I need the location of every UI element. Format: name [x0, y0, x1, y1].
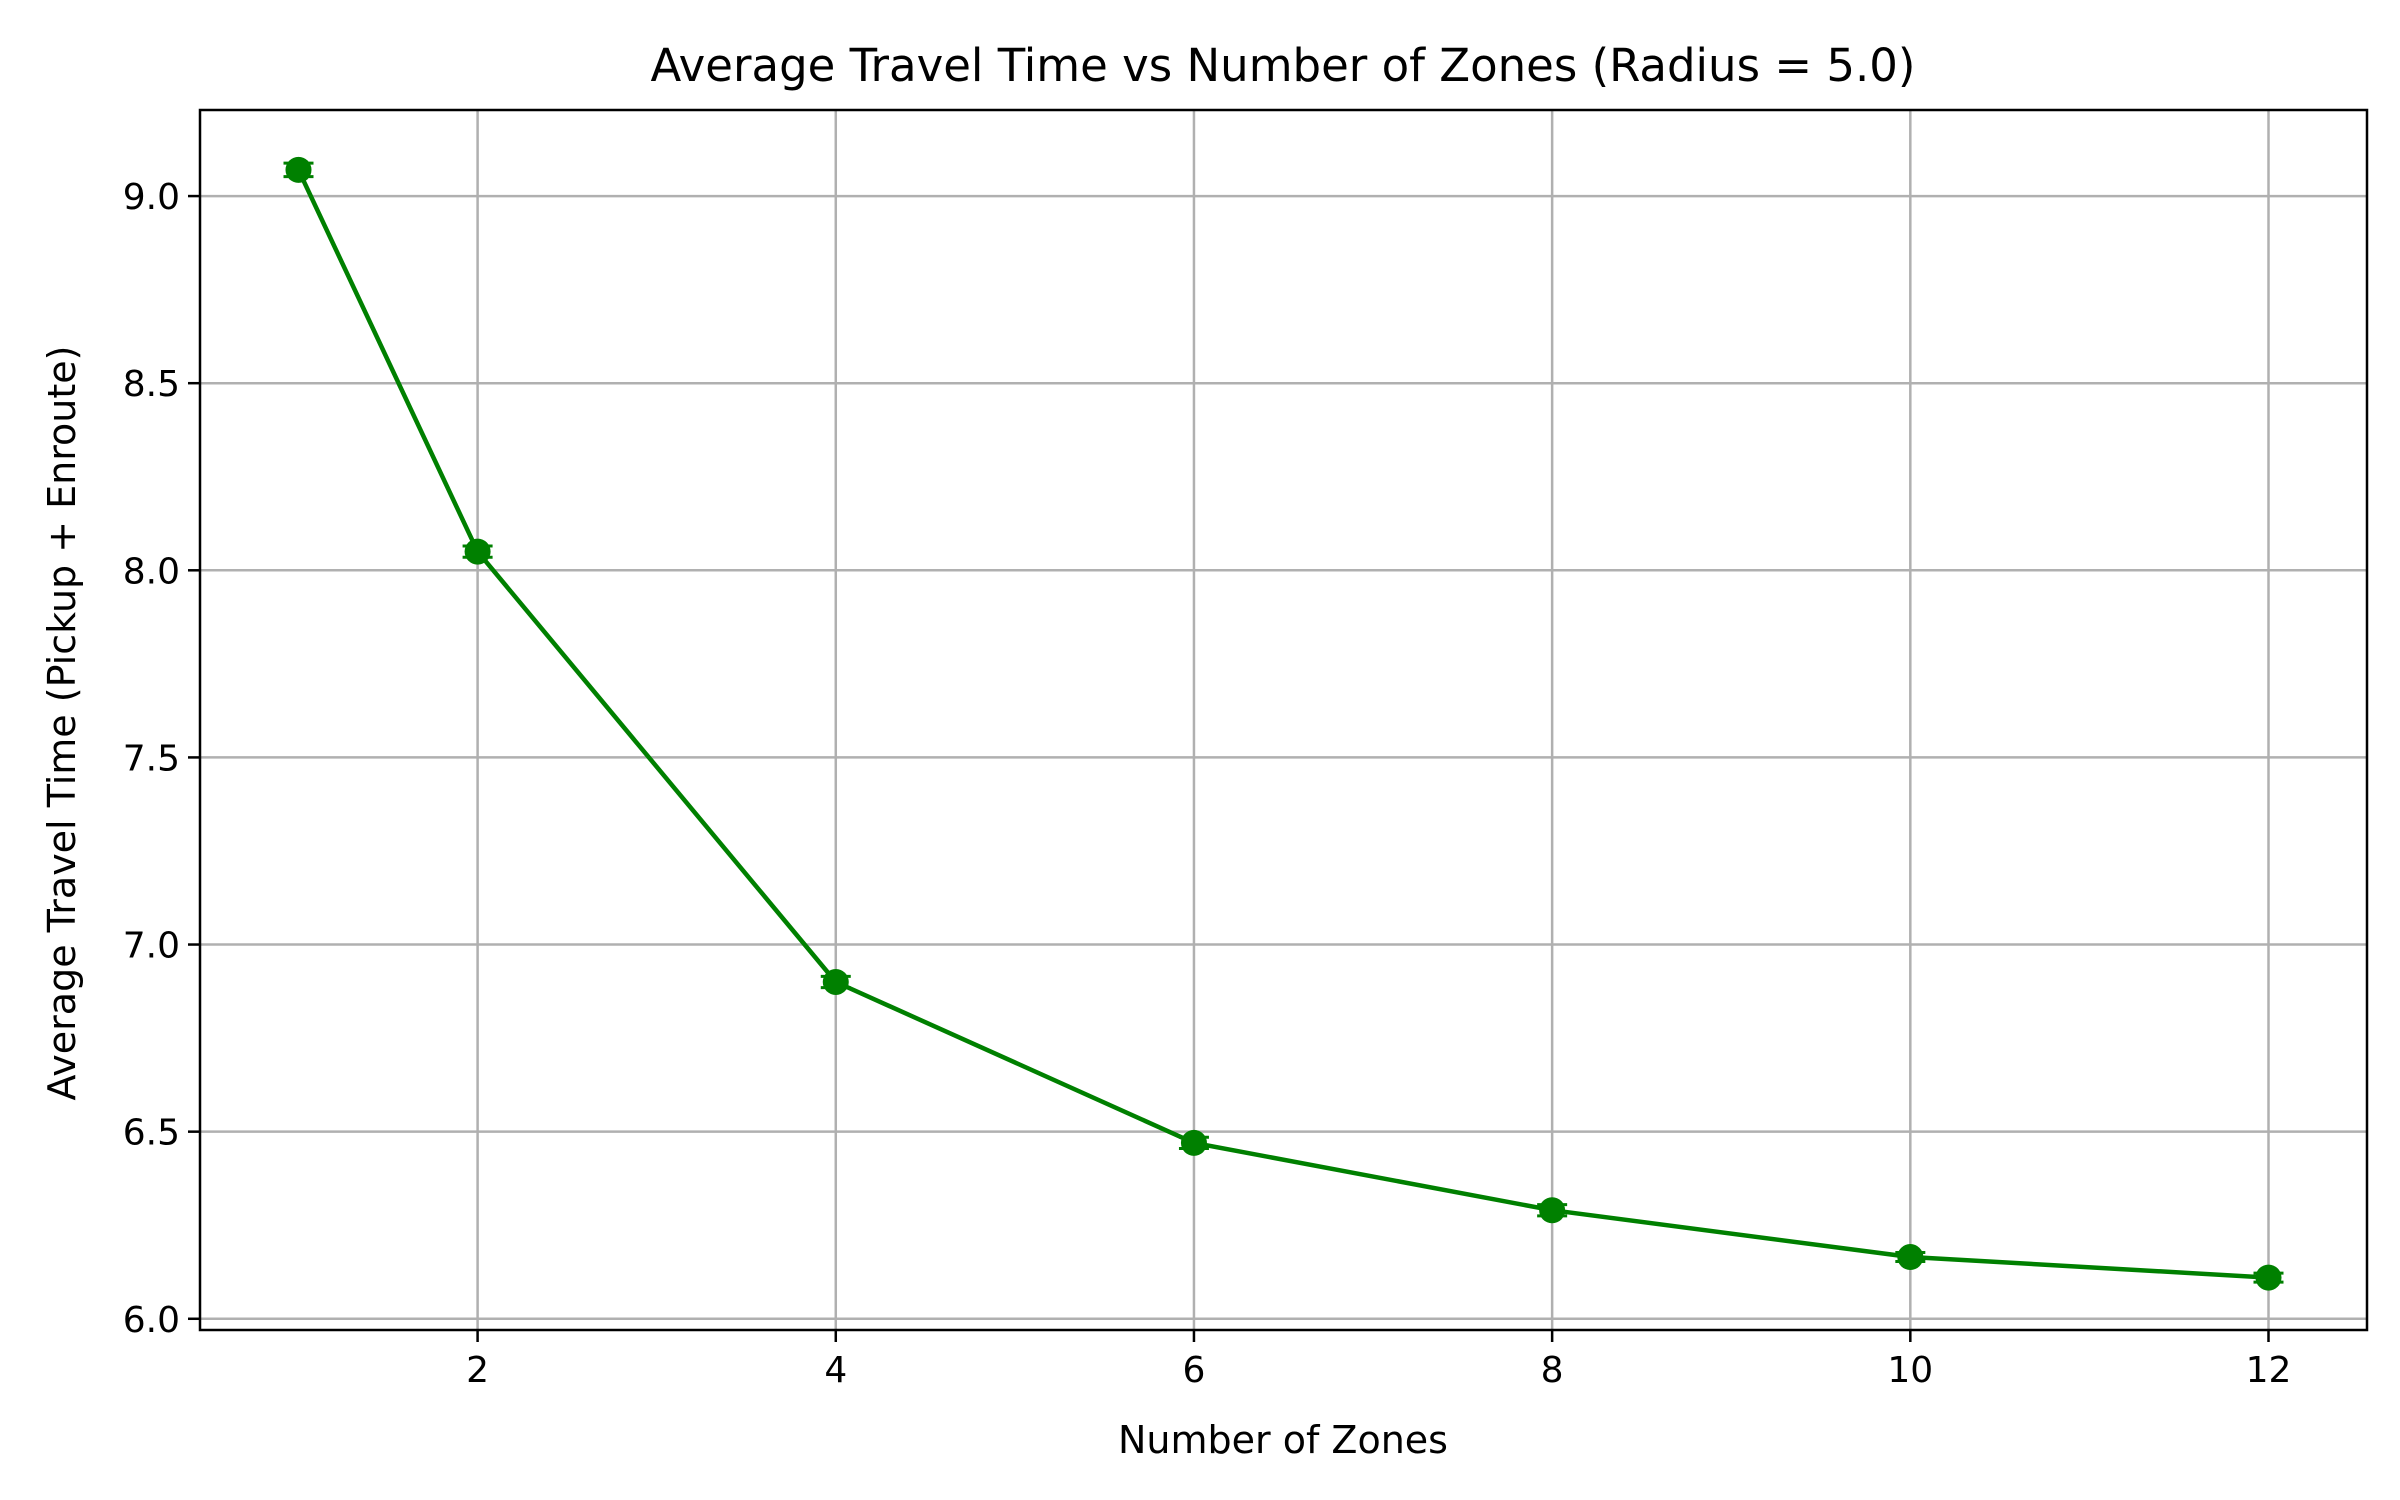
x-tick-label: 4 — [824, 1350, 847, 1391]
y-tick-label: 6.0 — [123, 1300, 180, 1341]
x-tick-label: 2 — [466, 1350, 489, 1391]
plot-frame — [198, 108, 2369, 1332]
data-point — [285, 156, 312, 183]
data-point — [1539, 1197, 1566, 1224]
data-point — [1180, 1129, 1207, 1156]
data-point — [2255, 1264, 2282, 1291]
x-tick-label: 10 — [1887, 1350, 1933, 1391]
y-axis-label: Average Travel Time (Pickup + Enroute) — [40, 346, 84, 1101]
series-line — [296, 168, 2269, 1280]
data-point — [464, 538, 491, 565]
y-tick-label: 7.5 — [123, 738, 180, 779]
y-tick-label: 8.5 — [123, 364, 180, 405]
data-point — [822, 968, 849, 995]
y-tick-label: 9.0 — [123, 177, 180, 218]
y-tick-label: 8.0 — [123, 551, 180, 592]
y-tick-label: 6.5 — [123, 1113, 180, 1154]
x-tick-label: 8 — [1541, 1350, 1564, 1391]
x-tick-label: 12 — [2246, 1350, 2292, 1391]
data-point — [1897, 1244, 1924, 1271]
grid — [200, 110, 2367, 1330]
x-axis-label: Number of Zones — [1118, 1418, 1448, 1462]
x-tick-label: 6 — [1183, 1350, 1206, 1391]
axis-ticks: 2 4 6 8 10 12 6.0 6.5 7.0 7.5 8.0 8.5 9.0 — [123, 177, 2292, 1391]
chart-title: Average Travel Time vs Number of Zones (… — [651, 39, 1916, 92]
series — [283, 156, 2284, 1291]
y-tick-label: 7.0 — [123, 926, 180, 967]
